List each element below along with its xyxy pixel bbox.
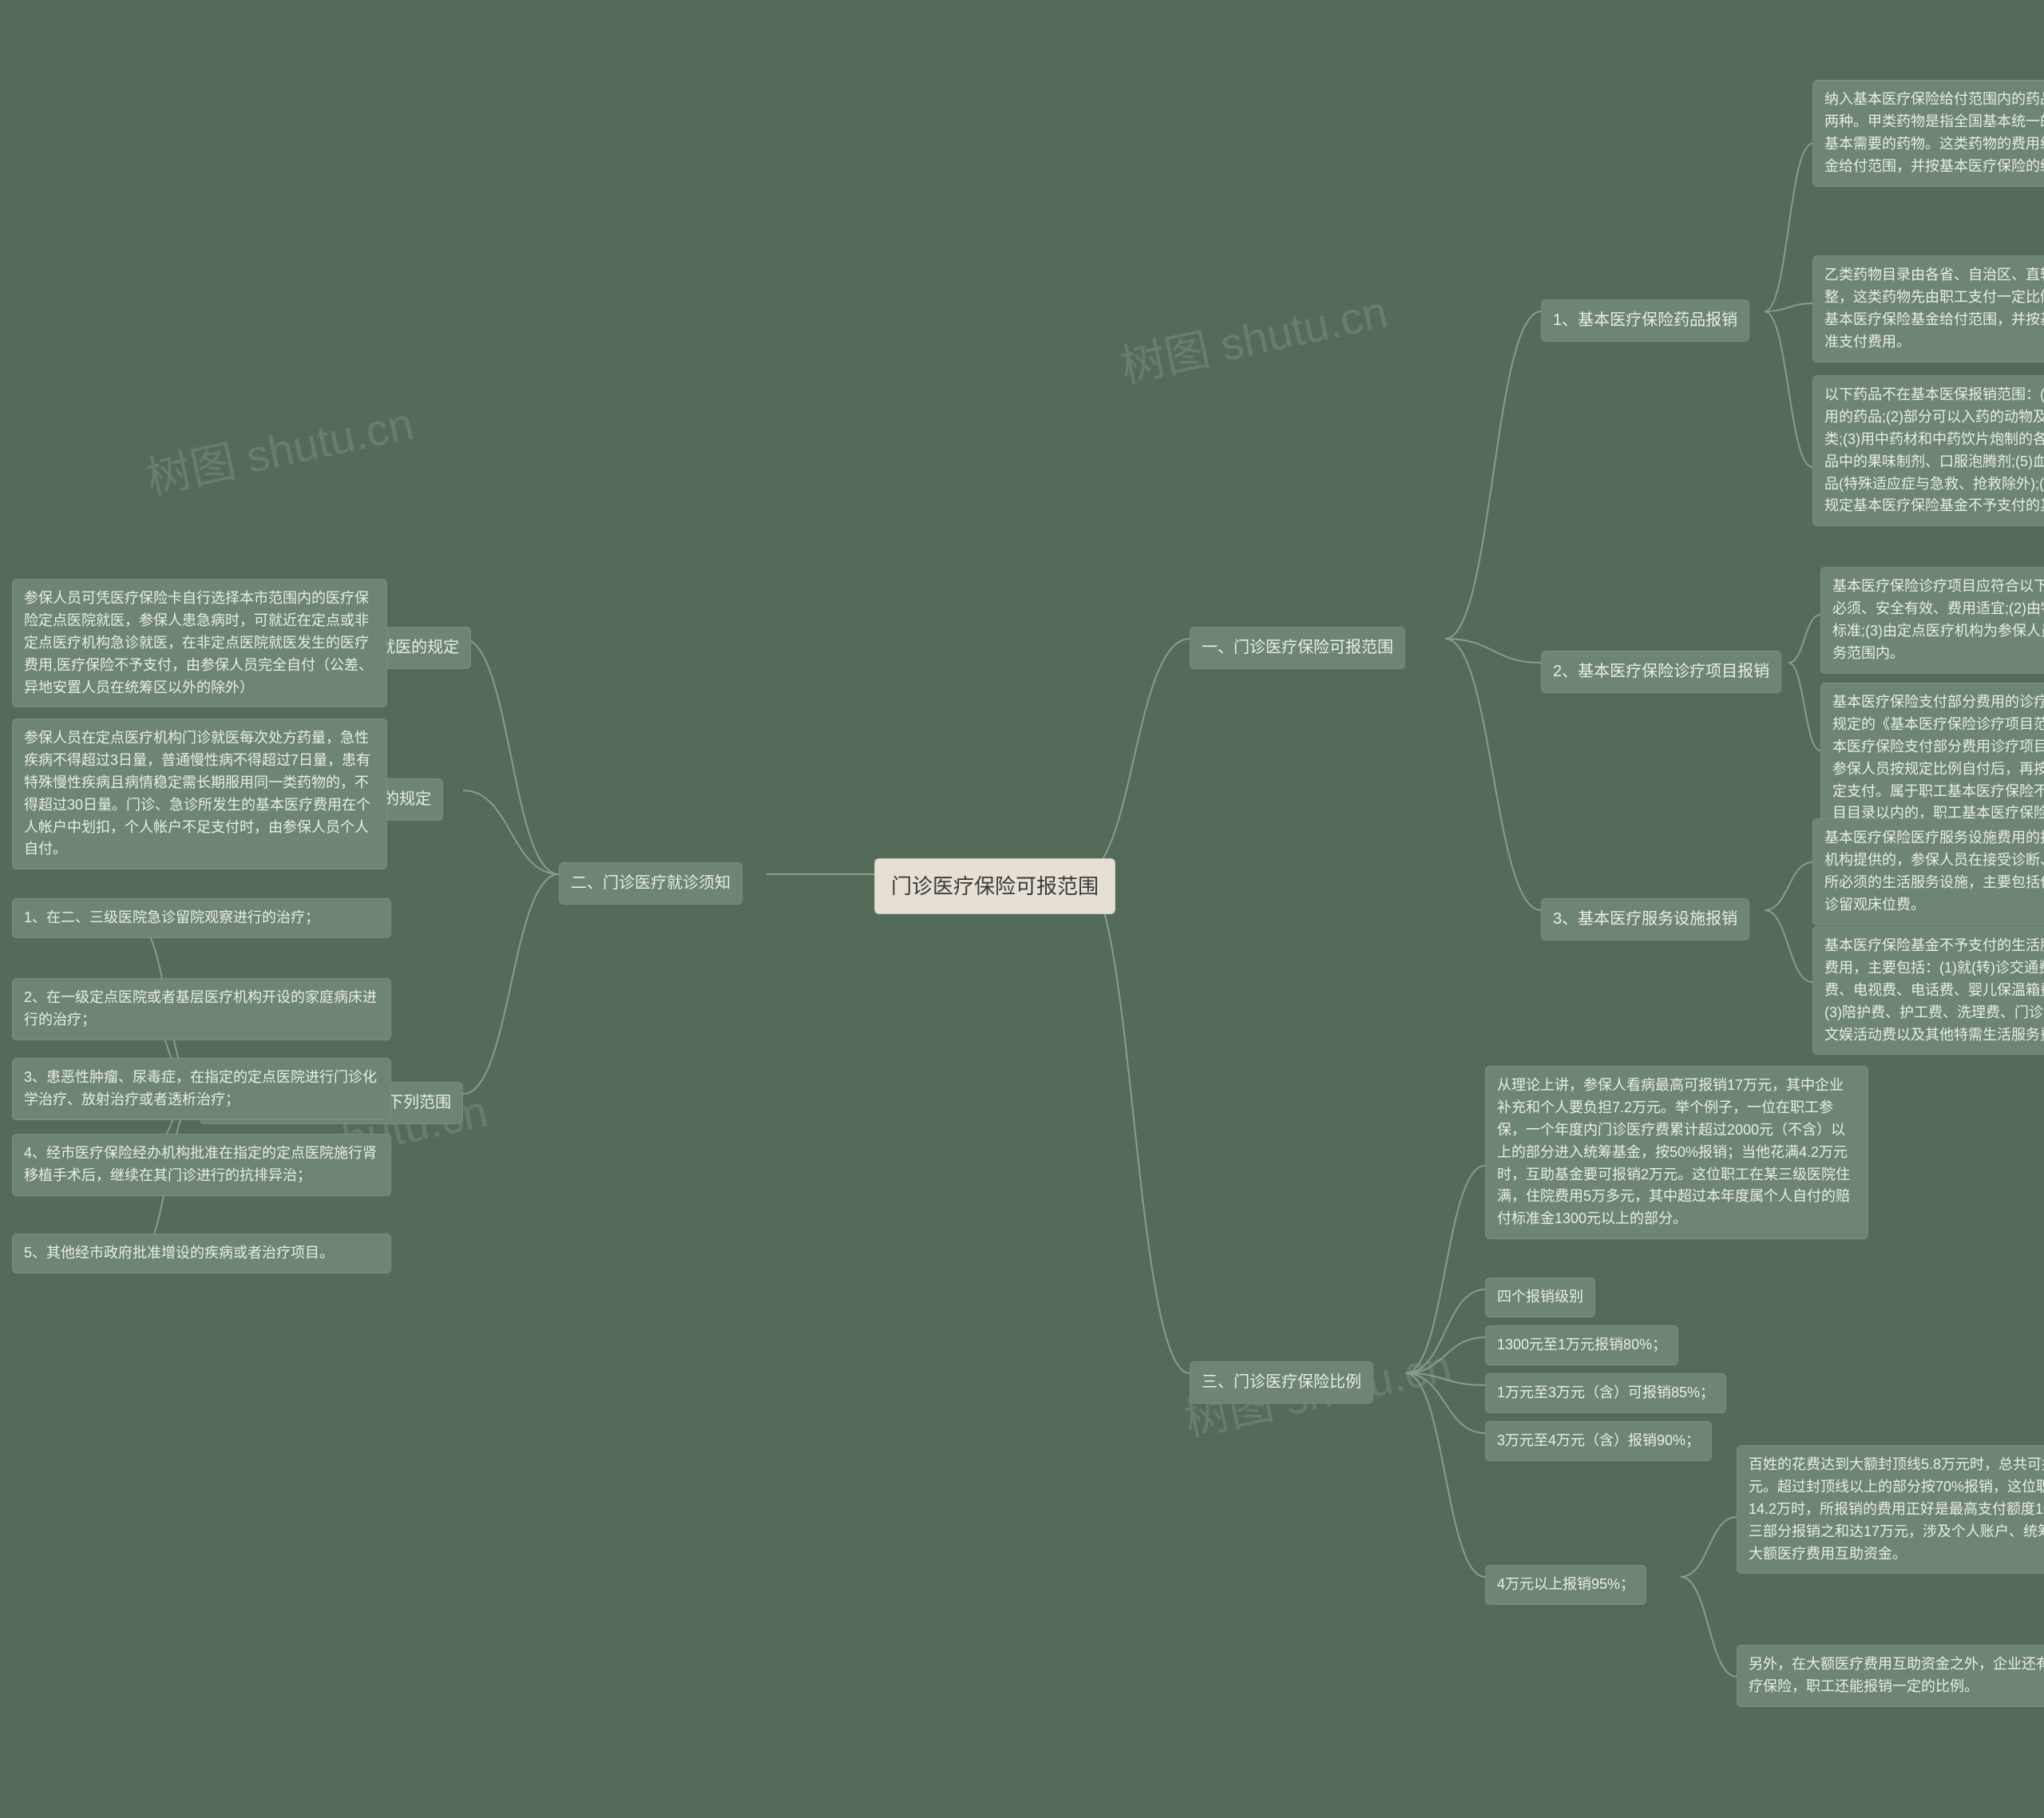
leaf-special-5: 5、其他经市政府批准增设的疾病或者治疗项目。 [12, 1234, 391, 1273]
leaf-ratio-4a: 百姓的花费达到大额封顶线5.8万元时，总共可报销5万元。超过封顶线以上的部分按7… [1737, 1445, 2044, 1574]
leaf-special-1: 1、在二、三级医院急诊留院观察进行的治疗； [12, 898, 391, 938]
leaf-ratio-3: 3万元至4万元（含）报销90%； [1485, 1421, 1712, 1461]
leaf-facility-a: 基本医疗保险医疗服务设施费用的报销涵盖由定点医疗机构提供的，参保人员在接受诊断、… [1812, 818, 2044, 925]
leaf-special-4: 4、经市医疗保险经办机构批准在指定的定点医院施行肾移植手术后，继续在其门诊进行的… [12, 1134, 391, 1196]
leaf-treatment-b: 基本医疗保险支付部分费用的诊疗项目范围按照国家规定的《基本医疗保险诊疗项目范围》… [1820, 683, 2044, 834]
leaf-drug-a: 纳入基本医疗保险给付范围内的药品，分为甲类和乙类两种。甲类药物是指全国基本统一的… [1812, 80, 2044, 187]
leaf-facility-b: 基本医疗保险基金不予支付的生活服务项目和服务设施费用，主要包括：(1)就(转)诊… [1812, 926, 2044, 1055]
leaf-ratio-intro: 从理论上讲，参保人看病最高可报销17万元，其中企业补充和个人要负担7.2万元。举… [1485, 1066, 1868, 1239]
leaf-drug-c: 以下药品不在基本医保报销范围：(1)主要起营养滋补作用的药品;(2)部分可以入药… [1812, 375, 2044, 526]
leaf-dose: 参保人员在定点医疗机构门诊就医每次处方药量，急性疾病不得超过3日量，普通慢性病不… [12, 719, 387, 869]
leaf-ratio-4b: 另外，在大额医疗费用互助资金之外，企业还有补充医疗保险，职工还能报销一定的比例。 [1737, 1645, 2044, 1707]
leaf-special-3: 3、患恶性肿瘤、尿毒症，在指定的定点医院进行门诊化学治疗、放射治疗或者透析治疗； [12, 1058, 391, 1120]
branch-drug: 1、基本医疗保险药品报销 [1541, 299, 1749, 342]
branch-notice: 二、门诊医疗就诊须知 [559, 862, 743, 905]
leaf-special-2: 2、在一级定点医院或者基层医疗机构开设的家庭病床进行的治疗； [12, 978, 391, 1040]
leaf-drug-b: 乙类药物目录由各省、自治区、直辖市根据自身情况调整，这类药物先由职工支付一定比例… [1812, 255, 2044, 362]
root-node: 门诊医疗保险可报范围 [874, 858, 1115, 914]
branch-facility: 3、基本医疗服务设施报销 [1541, 898, 1749, 941]
branch-scope: 一、门诊医疗保险可报范围 [1190, 627, 1405, 669]
leaf-treatment-a: 基本医疗保险诊疗项目应符合以下条件：(1)临床诊疗必须、安全有效、费用适宜;(2… [1820, 567, 2044, 674]
leaf-ratio-4: 4万元以上报销95%； [1485, 1565, 1646, 1605]
leaf-ratio-1: 1300元至1万元报销80%； [1485, 1325, 1678, 1365]
leaf-ratio-2: 1万元至3万元（含）可报销85%； [1485, 1373, 1726, 1413]
watermark: 树图 shutu.cn [1114, 276, 1392, 396]
branch-ratio: 三、门诊医疗保险比例 [1190, 1361, 1373, 1404]
leaf-designated: 参保人员可凭医疗保险卡自行选择本市范围内的医疗保险定点医院就医，参保人患急病时，… [12, 579, 387, 707]
leaf-ratio-levels: 四个报销级别 [1485, 1277, 1595, 1317]
branch-treatment: 2、基本医疗保险诊疗项目报销 [1541, 651, 1781, 693]
watermark: 树图 shutu.cn [140, 388, 418, 508]
